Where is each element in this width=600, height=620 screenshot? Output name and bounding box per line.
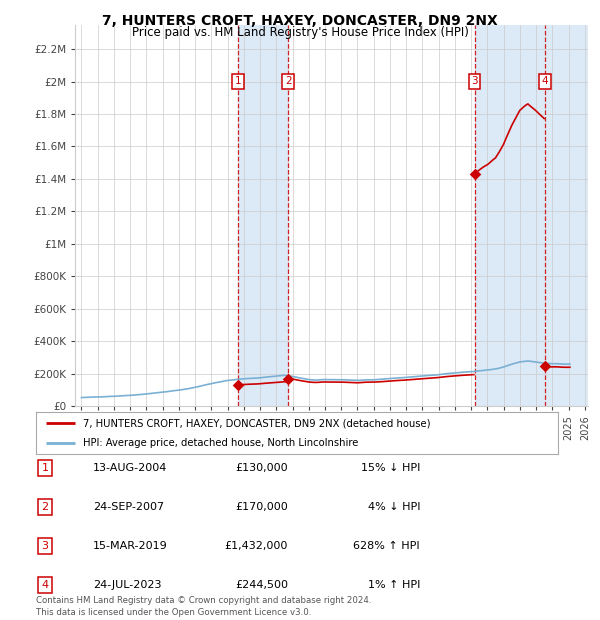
Text: £244,500: £244,500 (235, 580, 288, 590)
Text: 24-JUL-2023: 24-JUL-2023 (93, 580, 161, 590)
Text: 3: 3 (41, 541, 49, 551)
Text: 7, HUNTERS CROFT, HAXEY, DONCASTER, DN9 2NX: 7, HUNTERS CROFT, HAXEY, DONCASTER, DN9 … (102, 14, 498, 28)
Text: 3: 3 (471, 76, 478, 86)
Text: £1,432,000: £1,432,000 (224, 541, 288, 551)
Bar (545, 25, 588, 406)
Text: £130,000: £130,000 (235, 463, 288, 473)
Text: £170,000: £170,000 (235, 502, 288, 512)
Text: 628% ↑ HPI: 628% ↑ HPI (353, 541, 420, 551)
Text: Price paid vs. HM Land Registry's House Price Index (HPI): Price paid vs. HM Land Registry's House … (131, 26, 469, 39)
Point (233, 380, 242, 390)
Text: 7, HUNTERS CROFT, HAXEY, DONCASTER, DN9 2NX (detached house): 7, HUNTERS CROFT, HAXEY, DONCASTER, DN9 … (83, 418, 430, 428)
Text: 24-SEP-2007: 24-SEP-2007 (93, 502, 164, 512)
Text: 2: 2 (41, 502, 49, 512)
Text: 4: 4 (542, 76, 548, 86)
Text: 15-MAR-2019: 15-MAR-2019 (93, 541, 168, 551)
Point (470, 169, 479, 179)
Text: 4% ↓ HPI: 4% ↓ HPI (367, 502, 420, 512)
Bar (238, 25, 288, 406)
Text: HPI: Average price, detached house, North Lincolnshire: HPI: Average price, detached house, Nort… (83, 438, 358, 448)
Text: Contains HM Land Registry data © Crown copyright and database right 2024.
This d: Contains HM Land Registry data © Crown c… (36, 596, 371, 617)
Text: 4: 4 (41, 580, 49, 590)
Point (283, 374, 293, 384)
Text: 15% ↓ HPI: 15% ↓ HPI (361, 463, 420, 473)
Point (541, 361, 550, 371)
Text: 1: 1 (41, 463, 49, 473)
Text: 1: 1 (235, 76, 241, 86)
Bar (475, 25, 545, 406)
Text: 13-AUG-2004: 13-AUG-2004 (93, 463, 167, 473)
Text: 2: 2 (285, 76, 292, 86)
Text: 1% ↑ HPI: 1% ↑ HPI (368, 580, 420, 590)
